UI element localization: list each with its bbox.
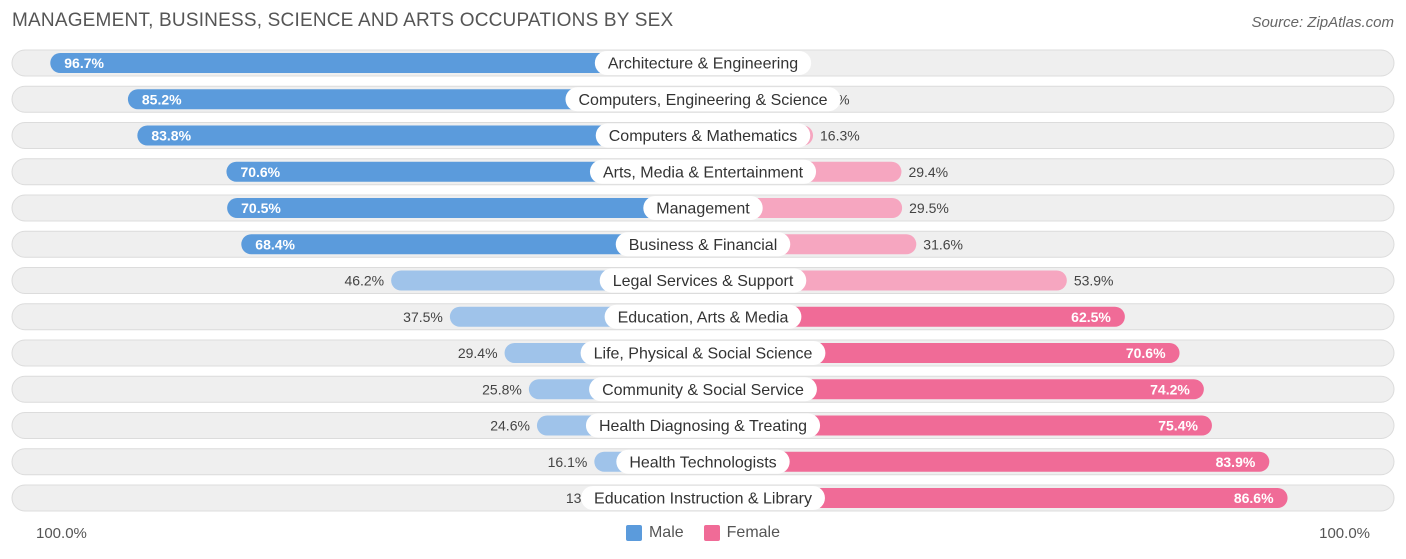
category-label-pill (599, 268, 807, 293)
legend-label-male: Male (648, 524, 684, 541)
male-value-label: 37.5% (403, 309, 443, 325)
category-label: Health Diagnosing & Treating (599, 418, 807, 435)
category-label-pill (589, 377, 817, 402)
male-bar (227, 198, 703, 218)
category-label: Architecture & Engineering (608, 56, 798, 73)
male-value-label: 68.4% (255, 236, 295, 252)
male-value-label: 46.2% (344, 273, 384, 289)
category-label: Computers & Mathematics (609, 128, 798, 145)
category-label-pill (594, 51, 812, 75)
category-label-pill (565, 87, 841, 112)
legend-swatch-male (625, 525, 642, 541)
female-bar (703, 488, 1288, 508)
male-value-label: 25.8% (482, 381, 522, 397)
category-label: Health Technologists (629, 454, 776, 471)
male-value-label: 96.7% (64, 55, 104, 71)
female-bar (703, 415, 1212, 436)
female-value-label: 74.2% (1150, 381, 1190, 397)
category-label-pill (589, 159, 817, 184)
category-label: Education Instruction & Library (594, 491, 812, 508)
category-label-pill (615, 232, 791, 257)
axis-right-label: 100.0% (1319, 525, 1370, 542)
female-value-label: 29.5% (909, 200, 949, 216)
female-value-label: 83.9% (1216, 454, 1256, 470)
male-bar (137, 125, 704, 146)
diverging-bar-chart: 96.7%3.3%Architecture & Engineering85.2%… (11, 49, 1395, 512)
female-value-label: 86.6% (1234, 490, 1274, 506)
female-value-label: 70.6% (1126, 345, 1166, 361)
female-value-label: 16.3% (820, 128, 860, 144)
category-label: Business & Financial (629, 237, 778, 254)
male-value-label: 83.8% (151, 128, 191, 144)
female-bar (703, 379, 1204, 400)
female-bar (703, 451, 1270, 472)
chart-title: MANAGEMENT, BUSINESS, SCIENCE AND ARTS O… (12, 10, 674, 31)
category-label: Legal Services & Support (613, 273, 794, 290)
axis-left-label: 100.0% (36, 525, 87, 542)
female-value-label: 75.4% (1158, 418, 1198, 434)
female-value-label: 53.9% (1074, 273, 1114, 289)
male-value-label: 16.1% (548, 454, 588, 470)
category-label: Arts, Media & Entertainment (603, 164, 804, 181)
category-label: Computers, Engineering & Science (578, 92, 827, 109)
male-value-label: 85.2% (142, 91, 182, 107)
female-value-label: 62.5% (1071, 309, 1111, 325)
male-value-label: 70.6% (240, 164, 280, 180)
category-label-pill (580, 341, 826, 365)
female-value-label: 29.4% (908, 164, 948, 180)
legend-item-male: Male (625, 524, 684, 542)
category-label-pill (604, 304, 802, 329)
source-note: Source: ZipAtlas.com (1251, 14, 1394, 31)
female-bar (703, 306, 1125, 327)
male-bar (127, 89, 703, 110)
category-label-pill (643, 196, 763, 220)
category-label: Education, Arts & Media (618, 309, 789, 326)
male-value-label: 24.6% (490, 418, 530, 434)
category-label: Management (656, 201, 750, 218)
category-label-pill (585, 413, 821, 438)
legend-label-female: Female (726, 524, 781, 541)
legend: Male Female (0, 524, 1406, 542)
male-bar (241, 234, 704, 255)
legend-swatch-female (703, 525, 720, 541)
category-label: Community & Social Service (602, 382, 804, 399)
category-label-pill (616, 449, 790, 474)
category-label: Life, Physical & Social Science (594, 346, 813, 363)
male-bar (226, 161, 703, 182)
male-value-label: 70.5% (241, 200, 281, 216)
legend-item-female: Female (703, 524, 781, 542)
category-label-pill (595, 123, 811, 148)
female-value-label: 31.6% (923, 236, 963, 252)
male-bar (50, 53, 703, 73)
male-value-label: 29.4% (458, 345, 498, 361)
category-label-pill (581, 486, 825, 510)
